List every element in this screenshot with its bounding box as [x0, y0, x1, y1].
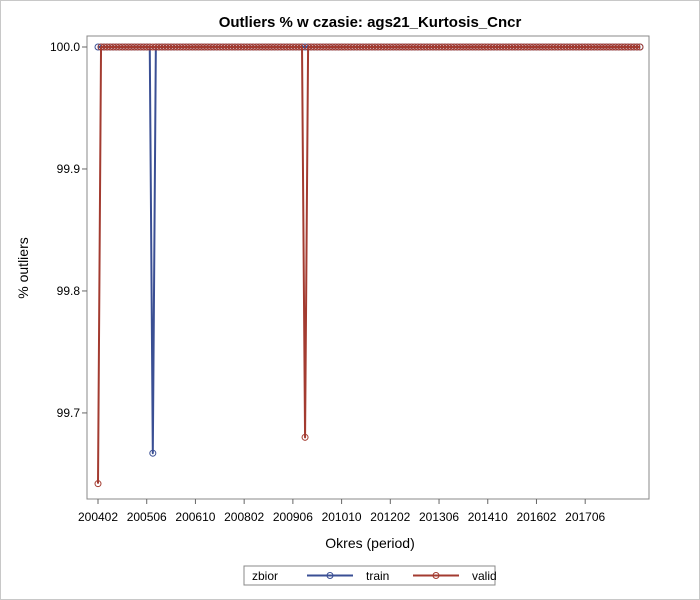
x-tick-label: 200506 — [127, 510, 167, 524]
series-line-valid — [97, 46, 640, 484]
legend-title: zbior — [252, 569, 278, 583]
series-valid — [94, 43, 644, 488]
series-line-train — [98, 46, 640, 455]
legend-marker-train — [326, 572, 334, 579]
x-tick-label: 201202 — [370, 510, 410, 524]
y-tick-label: 100.0 — [50, 40, 80, 54]
series-layer — [94, 43, 644, 488]
data-point — [301, 433, 309, 441]
x-tick-label: 201706 — [565, 510, 605, 524]
legend-box — [243, 565, 496, 586]
x-axis-label: Okres (period) — [325, 535, 414, 551]
x-tick-label: 200906 — [273, 510, 313, 524]
legend-entries: train valid — [307, 569, 497, 583]
plot-area — [86, 35, 650, 500]
x-tick-label: 200402 — [78, 510, 118, 524]
x-tick-label: 201602 — [516, 510, 556, 524]
legend-label-valid: valid — [472, 569, 497, 583]
x-axis: 200402 200506 200610 200802 200906 201010 2012… — [78, 499, 606, 524]
data-point — [94, 480, 102, 488]
y-tick-label: 99.7 — [57, 406, 81, 420]
data-point — [149, 449, 157, 457]
x-tick-label: 200610 — [175, 510, 215, 524]
x-tick-label: 201410 — [468, 510, 508, 524]
data-point — [633, 43, 641, 51]
legend-marker-valid — [432, 572, 440, 579]
legend-label-train: train — [366, 569, 389, 583]
y-tick-label: 99.8 — [57, 284, 81, 298]
y-axis-label: % outliers — [15, 237, 31, 298]
series-train — [94, 43, 644, 457]
data-point — [295, 43, 303, 51]
data-point — [636, 43, 644, 51]
x-tick-label: 200802 — [224, 510, 264, 524]
chart-title: Outliers % w czasie: ags21_Kurtosis_Cncr — [219, 14, 522, 31]
y-axis: 99.7 99.8 99.9 100.0 — [50, 40, 87, 420]
x-tick-label: 201306 — [419, 510, 459, 524]
y-tick-label: 99.9 — [57, 162, 81, 176]
x-tick-label: 201010 — [322, 510, 362, 524]
legend: zbior train valid — [243, 565, 497, 586]
